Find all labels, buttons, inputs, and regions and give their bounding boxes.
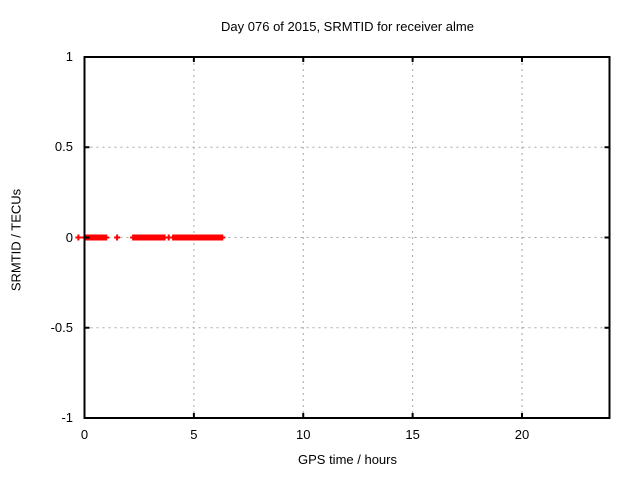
x-tick-label: 5 [190,427,198,442]
x-tick-label: 10 [296,427,311,442]
y-tick-label: 1 [65,49,73,64]
y-tick-label: 0.5 [54,139,73,155]
chart-title: Day 076 of 2015, SRMTID for receiver alm… [221,19,474,34]
y-tick-label: -1 [61,410,73,425]
x-tick-label: 15 [405,427,420,442]
y-tick-label: -0.5 [50,319,73,335]
y-tick-label: 0 [65,229,73,245]
x-tick-label: 20 [514,427,530,442]
x-axis-label: GPS time / hours [298,452,397,467]
x-tick-label: 0 [80,427,89,442]
